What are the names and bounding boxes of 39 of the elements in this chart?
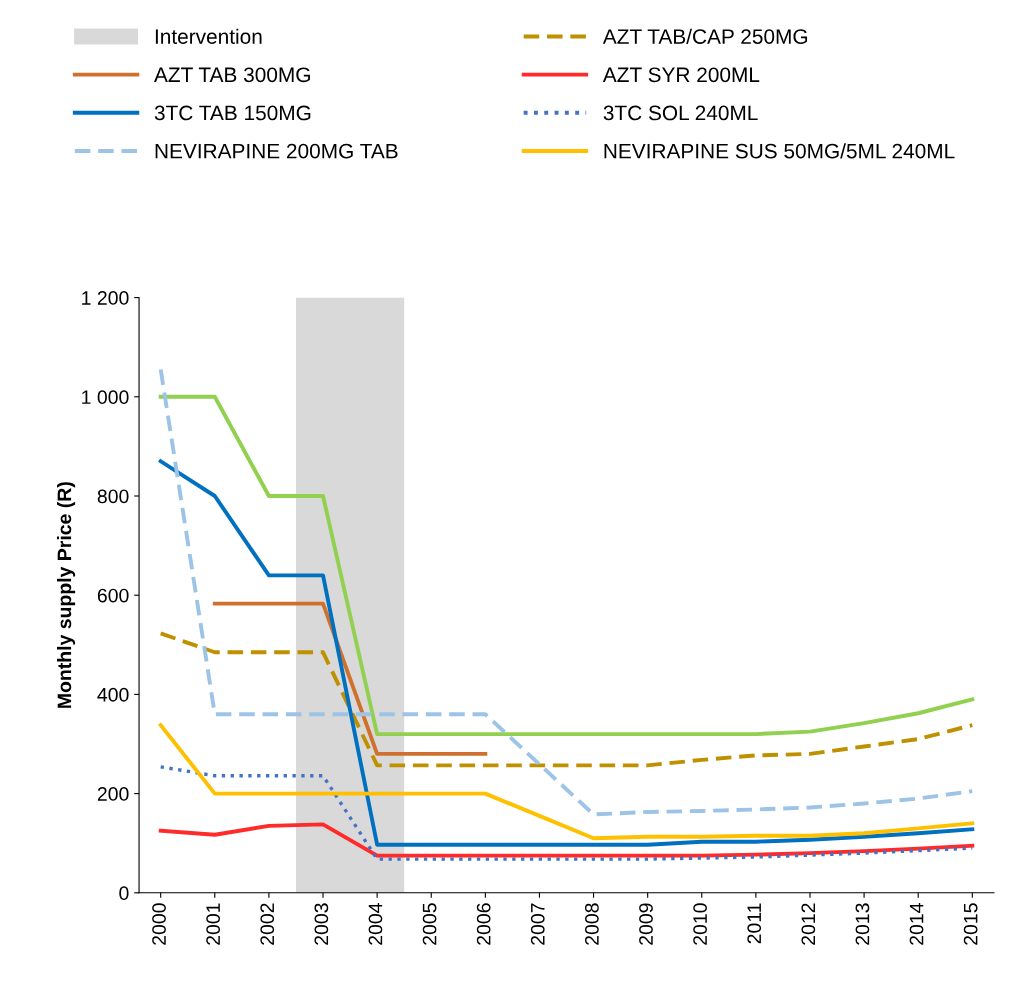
y-tick-label: 600 — [97, 588, 129, 603]
x-tick-label: 2014 — [909, 903, 924, 945]
x-tick-label: 2013 — [855, 903, 870, 945]
x-tick-label: 2007 — [530, 903, 545, 945]
x-tick-label: 2000 — [152, 903, 166, 945]
x-tick-label: 2015 — [963, 903, 978, 945]
x-tick-label: 2010 — [693, 903, 707, 945]
legend-label: NEVIRAPINE 200MG TAB — [155, 143, 398, 159]
legend-label: NEVIRAPINE SUS 50MG/5ML 240ML — [604, 143, 955, 159]
legend-label: 3TC SOL 240ML — [603, 105, 758, 121]
y-axis-title: Monthly supply Price (R) — [56, 482, 76, 708]
x-tick-label: 2012 — [801, 903, 816, 945]
x-tick-label: 2005 — [422, 903, 437, 945]
line-series — [158, 394, 975, 737]
y-tick-label: 800 — [97, 489, 129, 504]
line-series — [158, 459, 975, 847]
legend-label: Intervention — [155, 28, 262, 44]
legend-label: AZT TAB/CAP 250MG — [602, 28, 808, 44]
x-tick-label: 2011 — [747, 903, 762, 944]
x-tick-label: 2009 — [639, 903, 653, 945]
y-tick-label: 400 — [97, 687, 129, 702]
y-tick-label: 200 — [97, 787, 129, 801]
legend-label: 3TC TAB 150MG — [154, 105, 311, 121]
y-tick-label: 1 000 — [82, 390, 129, 405]
line-series — [158, 822, 975, 858]
legend-label: AZT TAB 300MG — [154, 67, 310, 83]
line-series — [158, 631, 975, 768]
x-tick-label: 2004 — [368, 903, 383, 945]
x-tick-label: 2003 — [314, 903, 329, 945]
line-series — [159, 765, 974, 861]
x-tick-label: 2002 — [260, 903, 275, 945]
y-tick-label: 0 — [119, 886, 129, 901]
line-series — [158, 723, 975, 841]
x-tick-label: 2008 — [585, 903, 599, 945]
x-tick-label: 2001 — [206, 903, 221, 945]
legend-label: AZT SYR 200ML — [602, 67, 760, 83]
y-tick-label: 1 200 — [82, 291, 129, 305]
x-tick-label: 2006 — [476, 903, 491, 945]
line-series — [158, 367, 975, 817]
